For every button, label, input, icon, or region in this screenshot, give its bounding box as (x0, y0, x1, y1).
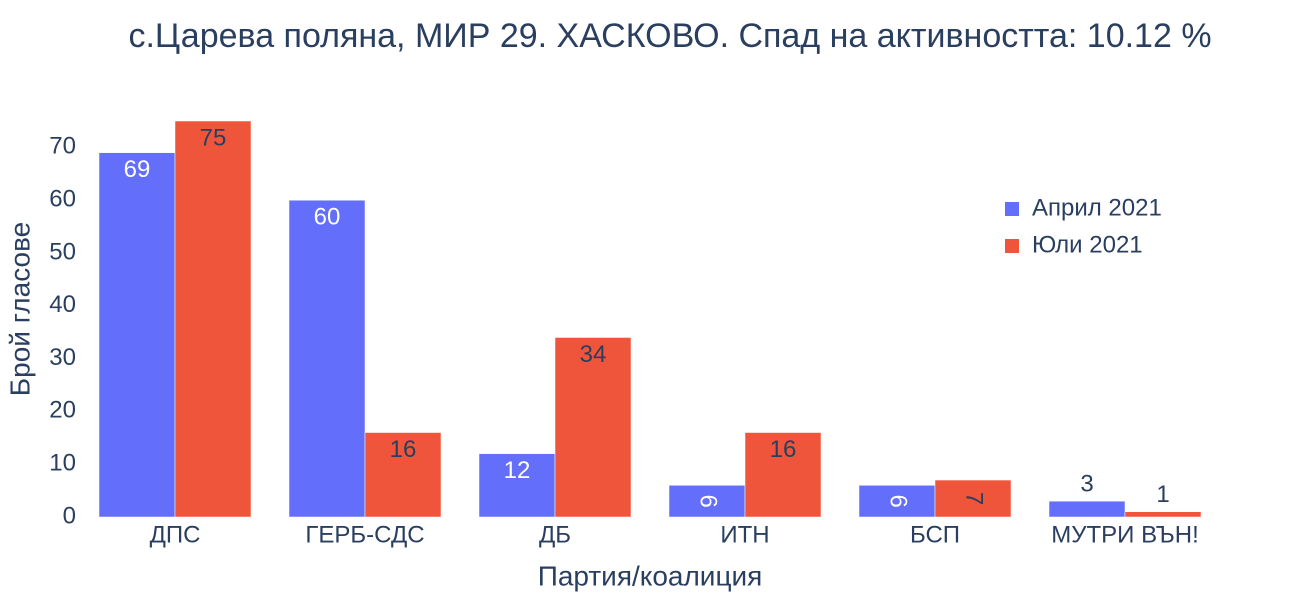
bar (1124, 511, 1202, 518)
legend-label: Юли 2021 (1032, 231, 1143, 258)
bar (858, 485, 936, 518)
y-tick-label: 10 (49, 450, 76, 477)
legend-swatch (1005, 202, 1019, 216)
data-label: 69 (124, 156, 151, 183)
y-tick-label: 20 (49, 397, 76, 424)
bar (554, 337, 632, 518)
bar (288, 199, 366, 518)
bar (98, 152, 176, 518)
legend-label: Април 2021 (1032, 194, 1162, 221)
x-tick-label: МУТРИ ВЪН! (1051, 521, 1198, 548)
bar (174, 120, 252, 518)
data-label: 16 (390, 436, 417, 463)
x-tick-label: ГЕРБ-СДС (305, 521, 424, 548)
y-tick-label: 30 (49, 344, 76, 371)
legend-swatch (1005, 239, 1019, 253)
data-label: 16 (770, 436, 797, 463)
y-axis-title: Брой гласове (4, 222, 35, 396)
data-label: 7 (961, 492, 988, 505)
data-label: 6 (695, 494, 722, 507)
y-tick-label: 0 (63, 502, 76, 529)
data-label: 12 (504, 457, 531, 484)
x-tick-label: ДПС (150, 521, 201, 548)
x-tick-label: ИТН (720, 521, 769, 548)
bar (934, 479, 1012, 518)
data-label: 60 (314, 204, 341, 231)
x-axis-title: Партия/коалиция (538, 560, 763, 591)
y-tick-label: 70 (49, 133, 76, 160)
bar (668, 485, 746, 518)
data-label: 75 (200, 124, 227, 151)
bar (364, 432, 442, 518)
bar (744, 432, 822, 518)
data-label: 3 (1080, 471, 1093, 498)
x-tick-label: БСП (910, 521, 960, 548)
data-label: 6 (885, 494, 912, 507)
y-tick-label: 50 (49, 238, 76, 265)
data-label: 1 (1156, 481, 1169, 508)
y-tick-label: 60 (49, 186, 76, 213)
bar (478, 453, 556, 518)
data-label: 34 (580, 341, 607, 368)
bar (1048, 500, 1126, 518)
y-tick-label: 40 (49, 291, 76, 318)
x-tick-label: ДБ (539, 521, 571, 548)
chart-title: с.Царева поляна, МИР 29. ХАСКОВО. Спад н… (128, 17, 1211, 55)
